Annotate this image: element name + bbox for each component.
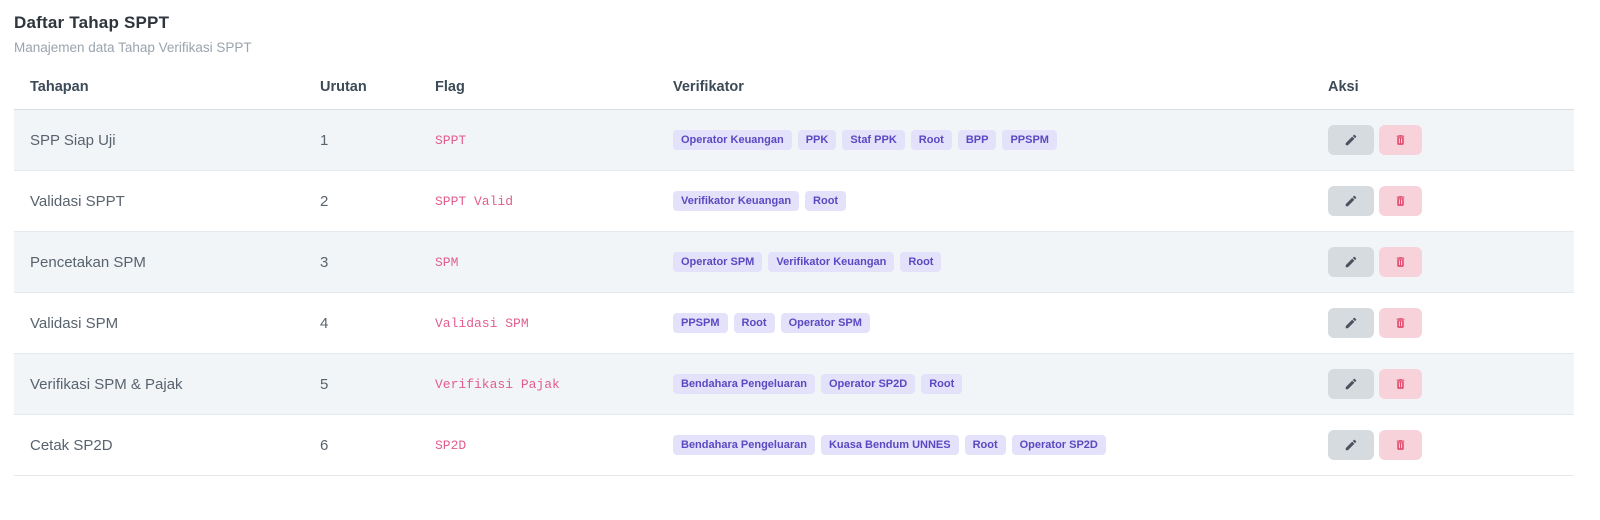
urutan-cell: 2 bbox=[320, 192, 329, 210]
trash-icon bbox=[1394, 194, 1407, 208]
verifikator-badge: Root bbox=[921, 374, 963, 394]
aksi-cell bbox=[1312, 110, 1574, 171]
verifikator-cell: Operator SPM Verifikator Keuangan Root bbox=[657, 232, 1312, 293]
flag-cell: Validasi SPM bbox=[435, 315, 529, 331]
page: Daftar Tahap SPPT Manajemen data Tahap V… bbox=[14, 13, 1574, 476]
edit-button[interactable] bbox=[1328, 430, 1374, 460]
verifikator-badge: Operator Keuangan bbox=[673, 130, 792, 150]
verifikator-badge: Root bbox=[910, 130, 952, 150]
table-row: Validasi SPPT 2 SPPT Valid Verifikator K… bbox=[14, 171, 1574, 232]
pencil-icon bbox=[1344, 255, 1358, 269]
tahapan-cell: Verifikasi SPM & Pajak bbox=[30, 375, 183, 393]
aksi-cell bbox=[1312, 354, 1574, 415]
aksi-cell bbox=[1312, 171, 1574, 232]
pencil-icon bbox=[1344, 133, 1358, 147]
table-header: Tahapan Urutan Flag Verifikator Aksi bbox=[14, 66, 1574, 110]
verifikator-badges: Operator Keuangan PPK Staf PPK Root BPP PPSPM bbox=[673, 130, 1296, 150]
flag-cell: SP2D bbox=[435, 437, 467, 453]
column-header-aksi: Aksi bbox=[1312, 66, 1574, 110]
column-header-flag: Flag bbox=[419, 66, 657, 110]
verifikator-badge: Operator SPM bbox=[780, 313, 870, 333]
delete-button[interactable] bbox=[1379, 308, 1422, 338]
delete-button[interactable] bbox=[1379, 369, 1422, 399]
verifikator-badge: Root bbox=[733, 313, 775, 333]
edit-button[interactable] bbox=[1328, 125, 1374, 155]
urutan-cell: 5 bbox=[320, 375, 329, 393]
trash-icon bbox=[1394, 316, 1407, 330]
trash-icon bbox=[1394, 133, 1407, 147]
column-header-urutan: Urutan bbox=[304, 66, 419, 110]
verifikator-badges: Bendahara Pengeluaran Operator SP2D Root bbox=[673, 374, 1296, 394]
pencil-icon bbox=[1344, 438, 1358, 452]
table-body: SPP Siap Uji 1 SPPT Operator Keuangan PPK… bbox=[14, 109, 1574, 476]
page-title: Daftar Tahap SPPT bbox=[14, 13, 170, 32]
verifikator-badge: Staf PPK bbox=[842, 130, 905, 150]
table-row: SPP Siap Uji 1 SPPT Operator Keuangan PPK… bbox=[14, 109, 1574, 171]
table-row: Cetak SP2D 6 SP2D Bendahara Pengeluaran K… bbox=[14, 415, 1574, 476]
aksi-cell bbox=[1312, 232, 1574, 293]
verifikator-badge: Operator SP2D bbox=[820, 374, 916, 394]
verifikator-badge: PPSPM bbox=[673, 313, 728, 333]
verifikator-badge: Root bbox=[805, 191, 847, 211]
verifikator-cell: Verifikator Keuangan Root bbox=[657, 171, 1312, 232]
verifikator-badge: PPK bbox=[797, 130, 837, 150]
tahapan-cell: Validasi SPM bbox=[30, 314, 119, 332]
delete-button[interactable] bbox=[1379, 125, 1422, 155]
flag-cell: SPM bbox=[435, 254, 459, 270]
verifikator-badge: Operator SPM bbox=[673, 252, 763, 272]
stage-table: Tahapan Urutan Flag Verifikator Aksi SPP… bbox=[14, 66, 1574, 476]
verifikator-cell: Operator Keuangan PPK Staf PPK Root BPP PPSPM bbox=[657, 110, 1312, 171]
verifikator-badge: BPP bbox=[957, 130, 997, 150]
page-subtitle: Manajemen data Tahap Verifikasi SPPT bbox=[14, 40, 252, 55]
urutan-cell: 6 bbox=[320, 436, 329, 454]
urutan-cell: 4 bbox=[320, 314, 329, 332]
flag-cell: Verifikasi Pajak bbox=[435, 376, 560, 392]
column-header-tahapan: Tahapan bbox=[14, 66, 304, 110]
verifikator-badges: PPSPM Root Operator SPM bbox=[673, 313, 1296, 333]
urutan-cell: 1 bbox=[320, 131, 329, 149]
table-row: Validasi SPM 4 Validasi SPM PPSPM Root Ope… bbox=[14, 293, 1574, 354]
verifikator-badges: Bendahara Pengeluaran Kuasa Bendum UNNES R… bbox=[673, 435, 1296, 455]
trash-icon bbox=[1394, 438, 1407, 452]
tahapan-cell: SPP Siap Uji bbox=[30, 131, 116, 149]
delete-button[interactable] bbox=[1379, 430, 1422, 460]
trash-icon bbox=[1394, 377, 1407, 391]
aksi-cell bbox=[1312, 415, 1574, 476]
edit-button[interactable] bbox=[1328, 308, 1374, 338]
verifikator-badge: Root bbox=[900, 252, 942, 272]
verifikator-badges: Verifikator Keuangan Root bbox=[673, 191, 1296, 211]
pencil-icon bbox=[1344, 377, 1358, 391]
tahapan-cell: Pencetakan SPM bbox=[30, 253, 146, 271]
pencil-icon bbox=[1344, 316, 1358, 330]
verifikator-badge: Verifikator Keuangan bbox=[673, 191, 800, 211]
table-row: Verifikasi SPM & Pajak 5 Verifikasi Paja… bbox=[14, 353, 1574, 415]
edit-button[interactable] bbox=[1328, 186, 1374, 216]
verifikator-badge: Root bbox=[964, 435, 1006, 455]
delete-button[interactable] bbox=[1379, 186, 1422, 216]
trash-icon bbox=[1394, 255, 1407, 269]
edit-button[interactable] bbox=[1328, 369, 1374, 399]
pencil-icon bbox=[1344, 194, 1358, 208]
verifikator-badge: Operator SP2D bbox=[1011, 435, 1106, 455]
verifikator-badge: Bendahara Pengeluaran bbox=[673, 435, 815, 455]
verifikator-badge: Kuasa Bendum UNNES bbox=[820, 435, 959, 455]
verifikator-cell: Bendahara Pengeluaran Operator SP2D Root bbox=[657, 354, 1312, 415]
flag-cell: SPPT Valid bbox=[435, 193, 514, 209]
tahapan-cell: Validasi SPPT bbox=[30, 192, 125, 210]
tahapan-cell: Cetak SP2D bbox=[30, 436, 113, 454]
table-row: Pencetakan SPM 3 SPM Operator SPM Verifik… bbox=[14, 231, 1574, 293]
verifikator-badge: Bendahara Pengeluaran bbox=[673, 374, 815, 394]
column-header-verifikator: Verifikator bbox=[657, 66, 1312, 110]
urutan-cell: 3 bbox=[320, 253, 329, 271]
verifikator-badge: PPSPM bbox=[1002, 130, 1057, 150]
verifikator-cell: Bendahara Pengeluaran Kuasa Bendum UNNES R… bbox=[657, 415, 1312, 476]
verifikator-cell: PPSPM Root Operator SPM bbox=[657, 293, 1312, 354]
flag-cell: SPPT bbox=[435, 132, 467, 148]
verifikator-badge: Verifikator Keuangan bbox=[768, 252, 895, 272]
edit-button[interactable] bbox=[1328, 247, 1374, 277]
verifikator-badges: Operator SPM Verifikator Keuangan Root bbox=[673, 252, 1296, 272]
aksi-cell bbox=[1312, 293, 1574, 354]
delete-button[interactable] bbox=[1379, 247, 1422, 277]
